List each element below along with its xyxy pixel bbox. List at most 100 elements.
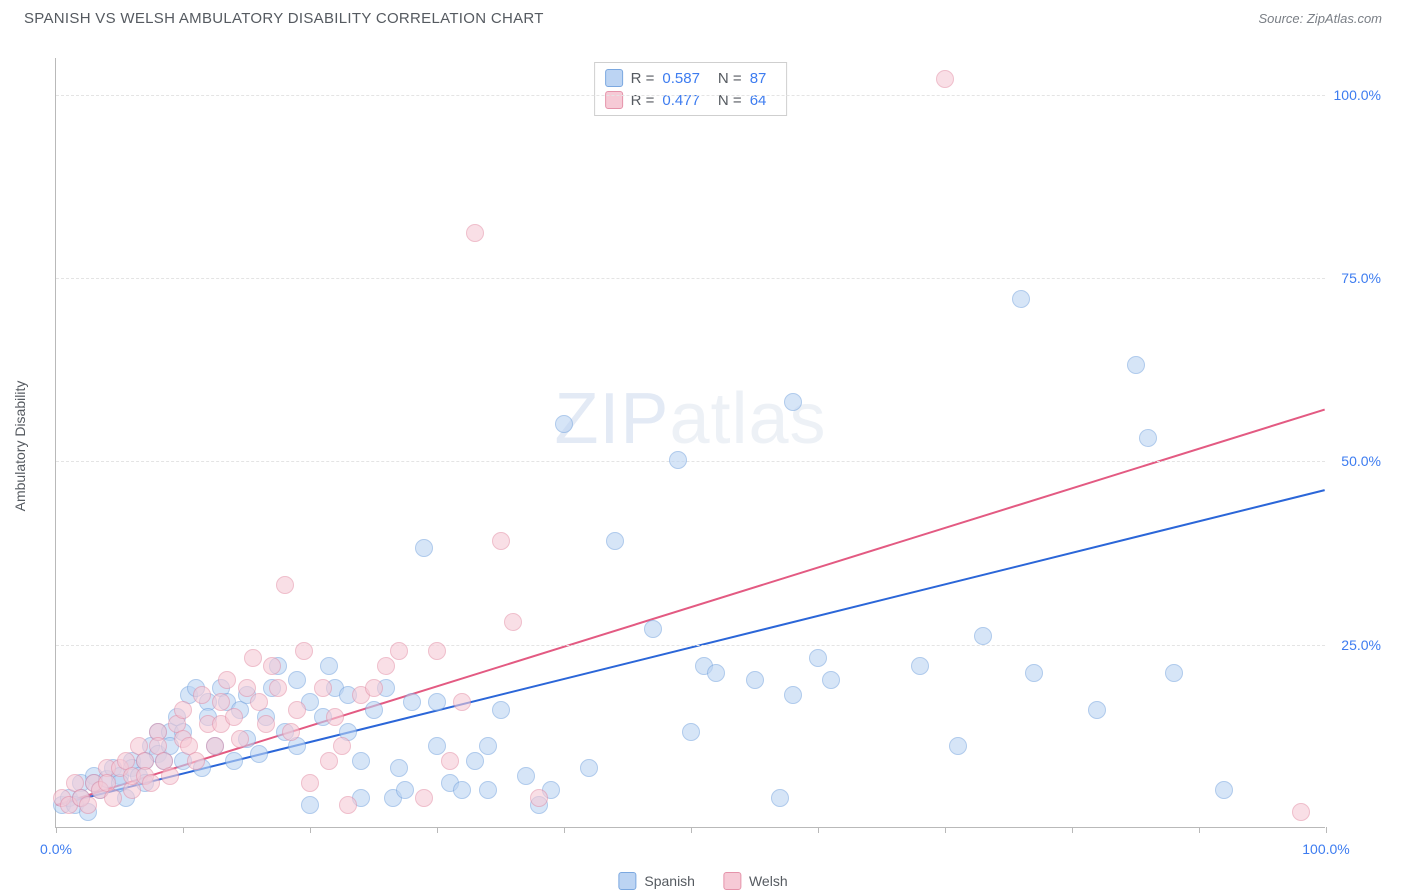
scatter-point <box>320 657 338 675</box>
scatter-point <box>390 759 408 777</box>
scatter-point <box>415 789 433 807</box>
legend-item: Welsh <box>723 872 788 890</box>
scatter-point <box>377 657 395 675</box>
scatter-point <box>580 759 598 777</box>
scatter-point <box>257 715 275 733</box>
scatter-point <box>238 679 256 697</box>
scatter-point <box>250 745 268 763</box>
scatter-point <box>1292 803 1310 821</box>
scatter-point <box>415 539 433 557</box>
scatter-point <box>644 620 662 638</box>
scatter-point <box>339 796 357 814</box>
ytick-label: 75.0% <box>1341 270 1381 286</box>
scatter-point <box>1139 429 1157 447</box>
scatter-point <box>746 671 764 689</box>
swatch-icon <box>618 872 636 890</box>
scatter-point <box>1215 781 1233 799</box>
scatter-point <box>809 649 827 667</box>
scatter-point <box>936 70 954 88</box>
scatter-point <box>911 657 929 675</box>
scatter-point <box>269 679 287 697</box>
scatter-point <box>1025 664 1043 682</box>
scatter-point <box>428 642 446 660</box>
xtick <box>691 827 692 833</box>
watermark-atlas: atlas <box>669 379 826 459</box>
scatter-point <box>606 532 624 550</box>
scatter-point <box>396 781 414 799</box>
scatter-point <box>301 796 319 814</box>
scatter-point <box>517 767 535 785</box>
scatter-point <box>441 752 459 770</box>
scatter-point <box>707 664 725 682</box>
scatter-point <box>530 789 548 807</box>
scatter-point <box>1127 356 1145 374</box>
scatter-point <box>288 671 306 689</box>
scatter-point <box>174 701 192 719</box>
xtick-label: 100.0% <box>1302 841 1349 857</box>
scatter-point <box>218 671 236 689</box>
scatter-point <box>428 693 446 711</box>
scatter-point <box>492 701 510 719</box>
scatter-point <box>669 451 687 469</box>
scatter-point <box>295 642 313 660</box>
gridline-h <box>56 461 1325 462</box>
gridline-h <box>56 278 1325 279</box>
scatter-point <box>784 686 802 704</box>
scatter-point <box>403 693 421 711</box>
chart-plot-area: ZIPatlas R =0.587N =87R =0.477N =64 25.0… <box>55 58 1325 828</box>
gridline-h <box>56 645 1325 646</box>
scatter-point <box>949 737 967 755</box>
stat-n-value: 87 <box>750 70 767 87</box>
scatter-point <box>365 679 383 697</box>
scatter-point <box>352 752 370 770</box>
stat-r-value: 0.587 <box>662 70 700 87</box>
xtick <box>437 827 438 833</box>
legend-label: Spanish <box>644 873 695 889</box>
scatter-point <box>326 708 344 726</box>
scatter-point <box>453 693 471 711</box>
scatter-point <box>142 774 160 792</box>
trend-line <box>56 490 1324 805</box>
xtick <box>1326 827 1327 833</box>
watermark: ZIPatlas <box>554 378 826 460</box>
scatter-point <box>212 693 230 711</box>
scatter-point <box>784 393 802 411</box>
ytick-label: 50.0% <box>1341 453 1381 469</box>
xtick <box>945 827 946 833</box>
scatter-point <box>365 701 383 719</box>
scatter-point <box>974 627 992 645</box>
scatter-point <box>244 649 262 667</box>
scatter-point <box>771 789 789 807</box>
xtick <box>56 827 57 833</box>
scatter-point <box>206 737 224 755</box>
stat-r-label: R = <box>631 70 655 87</box>
scatter-point <box>333 737 351 755</box>
y-axis-label: Ambulatory Disability <box>12 381 28 512</box>
scatter-point <box>276 576 294 594</box>
legend-item: Spanish <box>618 872 695 890</box>
scatter-point <box>466 224 484 242</box>
scatter-point <box>555 415 573 433</box>
scatter-point <box>288 701 306 719</box>
xtick <box>183 827 184 833</box>
xtick <box>818 827 819 833</box>
scatter-point <box>453 781 471 799</box>
scatter-point <box>225 708 243 726</box>
stats-row: R =0.587N =87 <box>605 67 777 89</box>
scatter-point <box>1165 664 1183 682</box>
scatter-point <box>161 767 179 785</box>
ytick-label: 25.0% <box>1341 637 1381 653</box>
scatter-point <box>104 789 122 807</box>
scatter-point <box>263 657 281 675</box>
xtick <box>1199 827 1200 833</box>
swatch-icon <box>605 69 623 87</box>
stats-box: R =0.587N =87R =0.477N =64 <box>594 62 788 116</box>
scatter-point <box>301 774 319 792</box>
scatter-point <box>390 642 408 660</box>
stats-row: R =0.477N =64 <box>605 89 777 111</box>
xtick <box>310 827 311 833</box>
xtick <box>564 827 565 833</box>
scatter-point <box>492 532 510 550</box>
xtick <box>1072 827 1073 833</box>
scatter-point <box>314 679 332 697</box>
